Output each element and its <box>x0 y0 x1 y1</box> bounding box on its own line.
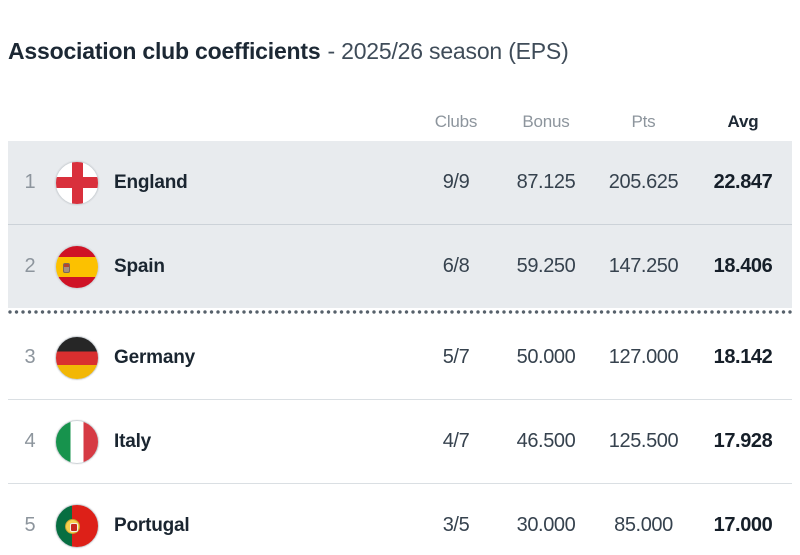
clubs-value: 5/7 <box>442 346 470 368</box>
clubs-value: 4/7 <box>442 430 470 452</box>
portugal-flag-icon <box>52 503 102 548</box>
spain-flag-icon <box>52 244 102 289</box>
avg-value: 18.142 <box>713 346 773 368</box>
clubs-value: 6/8 <box>442 255 470 277</box>
country-name: Germany <box>114 346 195 368</box>
avg-value: 17.000 <box>713 514 773 536</box>
pts-value: 127.000 <box>608 346 679 368</box>
column-header-bonus: Bonus <box>522 112 570 131</box>
rank-number: 5 <box>24 514 36 536</box>
clubs-value: 3/5 <box>442 514 470 536</box>
table-header-row: Clubs Bonus Pts Avg <box>8 66 792 141</box>
pts-value: 147.250 <box>608 255 679 277</box>
pts-value: 125.500 <box>608 430 679 452</box>
rank-number: 3 <box>24 346 36 368</box>
table-row-italy[interactable]: 4 Italy 4/7 46.500 125.500 17.928 <box>8 400 792 483</box>
rank-number: 2 <box>24 255 36 277</box>
table-row-germany[interactable]: 3 Germany 5/7 50.000 127.000 18.142 <box>8 316 792 399</box>
bonus-value: 59.250 <box>516 255 576 277</box>
row-divider <box>8 224 792 225</box>
rank-number: 1 <box>24 171 36 193</box>
table-row-england[interactable]: 1 England 9/9 87.125 205.625 22.847 <box>8 141 792 224</box>
bonus-value: 30.000 <box>516 514 576 536</box>
avg-value: 17.928 <box>713 430 773 452</box>
page-title: Association club coefficients - 2025/26 s… <box>0 0 800 66</box>
table-row-portugal[interactable]: 5 Portugal 3/5 30.000 85.000 17.000 <box>8 484 792 555</box>
qualification-zone-block: 1 England 9/9 87.125 205.625 22.847 2 Sp… <box>8 141 792 308</box>
table-row-spain[interactable]: 2 Spain 6/8 59.250 147.250 18.406 <box>8 225 792 308</box>
england-flag-icon <box>52 160 102 205</box>
dotted-line <box>8 310 792 314</box>
country-name: Italy <box>114 430 152 452</box>
germany-flag-icon <box>52 335 102 380</box>
italy-flag-icon <box>52 419 102 464</box>
bonus-value: 87.125 <box>516 171 576 193</box>
page-title-season: - 2025/26 season (EPS) <box>327 38 569 64</box>
row-divider <box>8 483 792 484</box>
column-header-clubs: Clubs <box>434 112 478 131</box>
bonus-value: 50.000 <box>516 346 576 368</box>
country-name: Portugal <box>114 514 190 536</box>
pts-value: 205.625 <box>608 171 679 193</box>
rank-number: 4 <box>24 430 36 452</box>
page-title-main: Association club coefficients <box>8 38 321 64</box>
bonus-value: 46.500 <box>516 430 576 452</box>
avg-value: 18.406 <box>713 255 773 277</box>
avg-value: 22.847 <box>713 171 773 193</box>
qualification-cutoff-separator <box>8 308 792 316</box>
column-header-pts: Pts <box>631 112 656 131</box>
country-name: Spain <box>114 255 165 277</box>
country-name: England <box>114 171 188 193</box>
pts-value: 85.000 <box>614 514 673 536</box>
row-divider <box>8 399 792 400</box>
clubs-value: 9/9 <box>442 171 470 193</box>
column-header-avg: Avg <box>727 112 759 131</box>
coefficients-table: Clubs Bonus Pts Avg 1 England 9/9 87.125… <box>8 66 792 555</box>
